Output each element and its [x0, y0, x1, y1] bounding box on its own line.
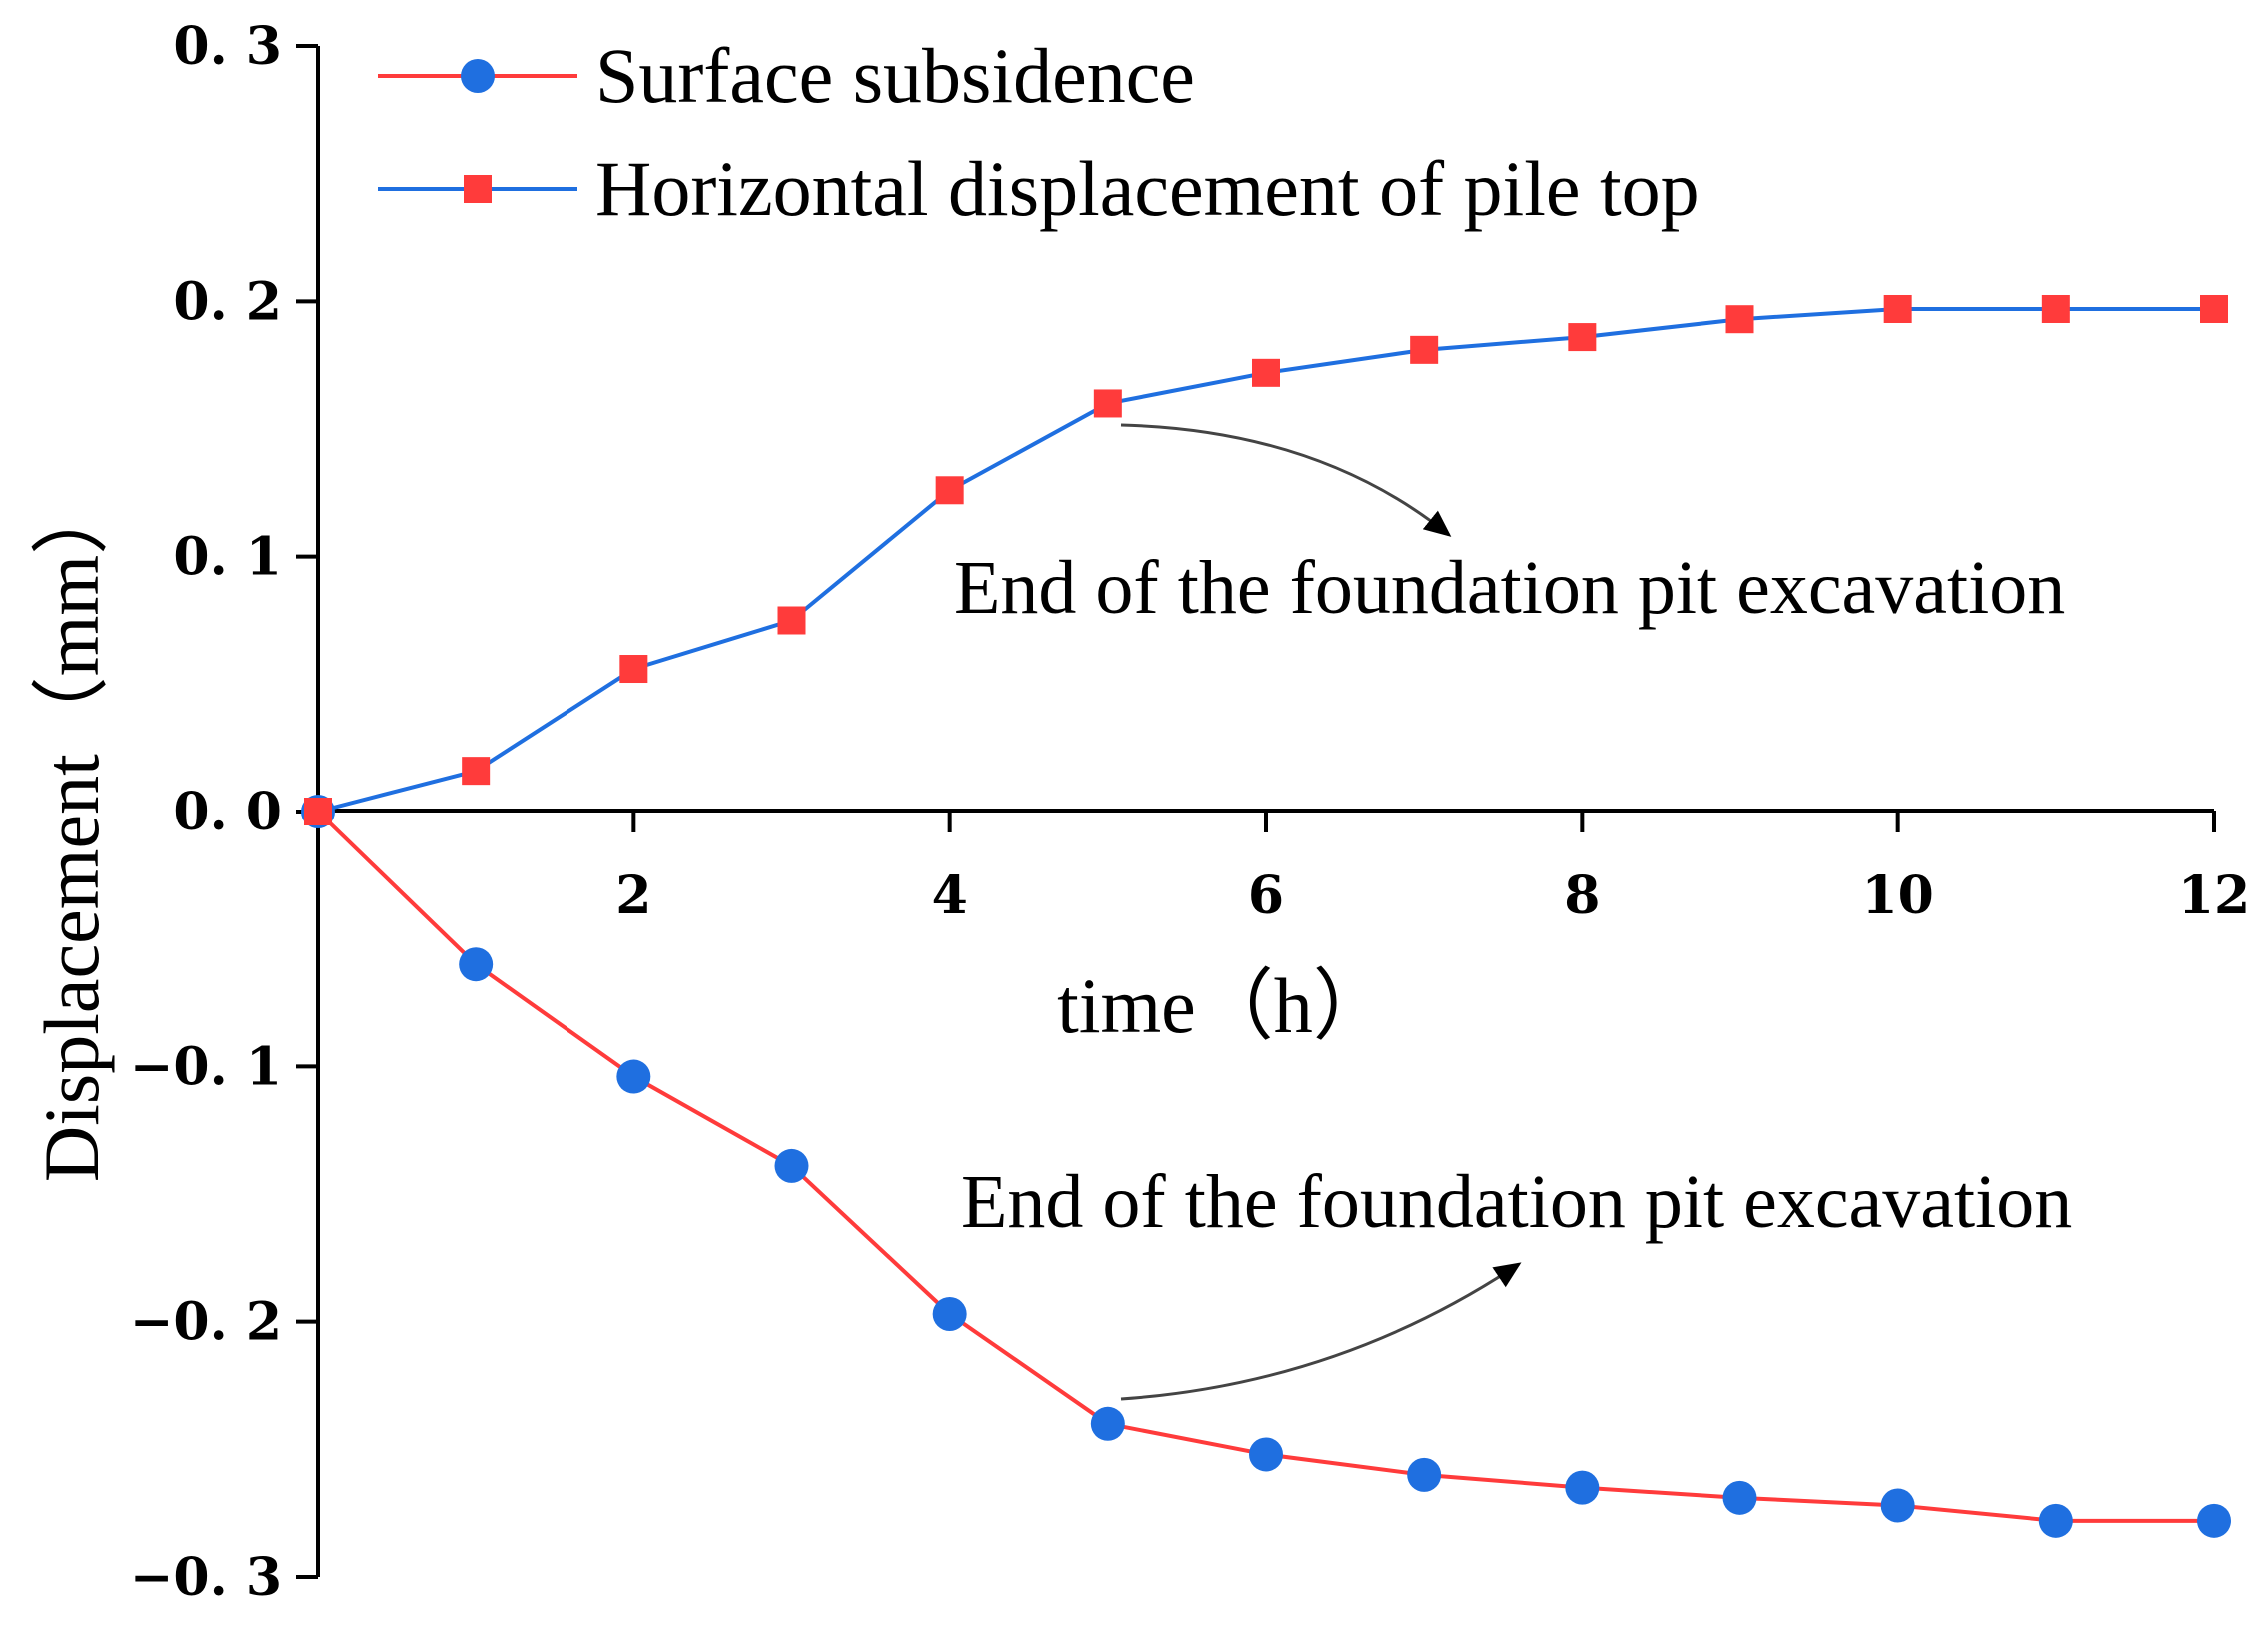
data-point-surface-subsidence — [932, 1297, 967, 1332]
data-point-horizontal-displacement-of-pile-top — [1410, 335, 1439, 364]
y-tick-label: 0. 0 — [173, 782, 282, 842]
annotation-text-lower: End of the foundation pit excavation — [961, 1160, 2072, 1244]
annotation-arrow-lower — [1120, 1262, 1522, 1401]
data-point-surface-subsidence — [1880, 1488, 1915, 1523]
x-tick-label: 6 — [1248, 865, 1284, 926]
x-tick-label: 12 — [2178, 865, 2250, 926]
x-axis-title: time（h） — [1057, 962, 1391, 1049]
data-point-horizontal-displacement-of-pile-top — [1093, 389, 1122, 418]
data-point-horizontal-displacement-of-pile-top — [1883, 294, 1912, 323]
y-tick-label: −0. 2 — [130, 1292, 282, 1353]
x-tick-label: 10 — [1861, 865, 1933, 926]
data-point-surface-subsidence — [774, 1148, 809, 1183]
legend-marker-horizontal-displacement — [464, 175, 492, 203]
annotation-text-upper: End of the foundation pit excavation — [954, 546, 2065, 630]
y-tick-label: −0. 3 — [130, 1547, 282, 1608]
annotation-arrow-upper — [1120, 423, 1452, 537]
y-tick-label: 0. 1 — [173, 527, 282, 588]
x-tick-label: 2 — [615, 865, 651, 926]
data-point-surface-subsidence — [459, 947, 494, 982]
data-point-surface-subsidence — [1249, 1437, 1283, 1472]
data-point-surface-subsidence — [1090, 1406, 1125, 1441]
y-tick-label: 0. 3 — [173, 16, 282, 77]
legend-label-horizontal-displacement: Horizontal displacement of pile top — [595, 145, 1700, 232]
y-tick-label: 0. 2 — [173, 271, 282, 332]
data-point-horizontal-displacement-of-pile-top — [462, 757, 491, 786]
data-point-horizontal-displacement-of-pile-top — [1252, 358, 1280, 387]
legend-label-surface-subsidence: Surface subsidence — [595, 32, 1195, 119]
legend: Surface subsidence Horizontal displaceme… — [378, 32, 1700, 232]
data-point-surface-subsidence — [1722, 1480, 1757, 1515]
data-point-horizontal-displacement-of-pile-top — [2200, 294, 2228, 323]
data-point-surface-subsidence — [1407, 1457, 1442, 1492]
data-point-horizontal-displacement-of-pile-top — [1725, 305, 1754, 334]
x-tick-label: 4 — [932, 865, 968, 926]
legend-marker-surface-subsidence — [461, 59, 495, 93]
y-tick-label: −0. 1 — [130, 1036, 282, 1097]
y-axis-title: Displacement（mm） — [28, 477, 115, 1182]
data-point-surface-subsidence — [616, 1059, 651, 1094]
x-tick-label: 8 — [1564, 865, 1600, 926]
data-point-surface-subsidence — [2197, 1503, 2231, 1538]
data-point-horizontal-displacement-of-pile-top — [304, 798, 332, 825]
data-point-horizontal-displacement-of-pile-top — [777, 606, 806, 635]
data-point-surface-subsidence — [1565, 1470, 1600, 1505]
data-point-horizontal-displacement-of-pile-top — [619, 655, 648, 684]
data-point-horizontal-displacement-of-pile-top — [935, 476, 964, 505]
data-point-surface-subsidence — [2038, 1503, 2073, 1538]
data-point-horizontal-displacement-of-pile-top — [1568, 323, 1597, 352]
data-point-horizontal-displacement-of-pile-top — [2041, 294, 2070, 323]
